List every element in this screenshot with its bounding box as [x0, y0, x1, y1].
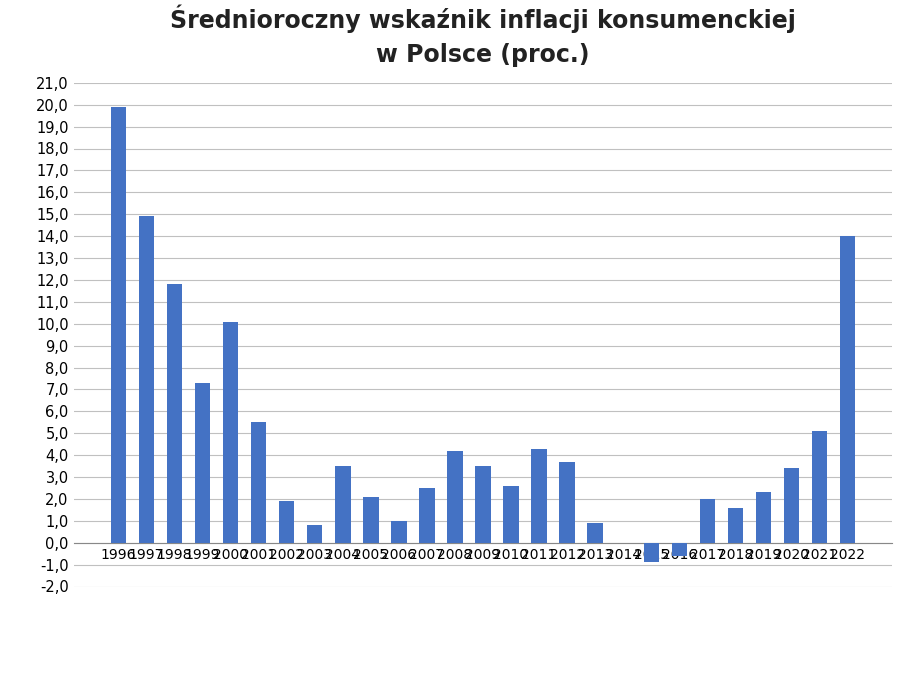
Bar [195, 383, 210, 543]
Bar [475, 466, 490, 543]
Bar [419, 488, 434, 543]
Bar [110, 107, 126, 543]
Bar [307, 525, 323, 543]
Bar [698, 499, 714, 543]
Bar [335, 466, 350, 543]
Bar [251, 422, 267, 543]
Bar [391, 521, 406, 543]
Bar [754, 493, 770, 543]
Bar [139, 217, 154, 543]
Bar [727, 508, 743, 543]
Bar [642, 543, 658, 562]
Bar [363, 497, 378, 543]
Bar [671, 543, 686, 556]
Bar [839, 236, 855, 543]
Bar [531, 448, 546, 543]
Bar [166, 284, 182, 543]
Title: Średnioroczny wskaźnik inflacji konsumenckiej
w Polsce (proc.): Średnioroczny wskaźnik inflacji konsumen… [170, 5, 795, 67]
Bar [587, 523, 602, 543]
Bar [447, 451, 462, 543]
Bar [278, 501, 294, 543]
Bar [559, 462, 574, 543]
Bar [222, 322, 238, 543]
Bar [811, 431, 826, 543]
Bar [783, 469, 799, 543]
Bar [503, 486, 518, 543]
